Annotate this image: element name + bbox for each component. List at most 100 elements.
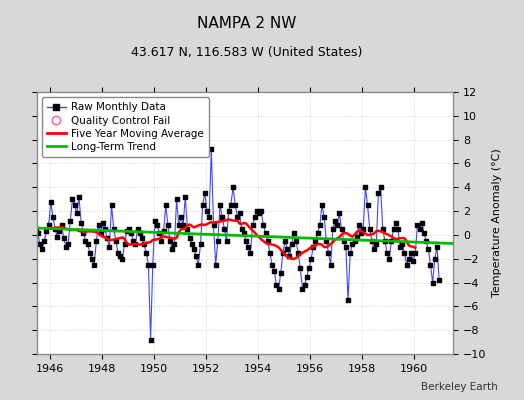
Point xyxy=(409,258,417,264)
Point xyxy=(94,222,103,228)
Point xyxy=(391,220,400,226)
Point xyxy=(378,226,387,232)
Point xyxy=(192,253,200,260)
Point xyxy=(27,235,36,242)
Point xyxy=(127,229,135,236)
Point xyxy=(313,229,322,236)
Point xyxy=(296,265,304,272)
Point xyxy=(62,244,70,250)
Legend: Raw Monthly Data, Quality Control Fail, Five Year Moving Average, Long-Term Tren: Raw Monthly Data, Quality Control Fail, … xyxy=(42,97,209,157)
Point xyxy=(244,244,253,250)
Point xyxy=(329,226,337,232)
Point xyxy=(394,226,402,232)
Point xyxy=(277,270,285,276)
Point xyxy=(257,208,266,214)
Point xyxy=(55,228,63,234)
Point xyxy=(270,268,278,274)
Point xyxy=(372,241,380,248)
Point xyxy=(353,234,361,240)
Point xyxy=(400,250,409,256)
Text: NAMPA 2 NW: NAMPA 2 NW xyxy=(196,16,296,31)
Point xyxy=(305,265,313,272)
Point xyxy=(326,262,335,268)
Point xyxy=(381,238,389,244)
Point xyxy=(190,246,198,252)
Point xyxy=(42,228,51,234)
Point xyxy=(70,202,79,208)
Point xyxy=(103,235,112,242)
Point xyxy=(88,256,96,262)
Point xyxy=(77,220,85,226)
Point xyxy=(142,250,150,256)
Point xyxy=(427,262,435,268)
Point xyxy=(155,229,163,236)
Point xyxy=(237,226,246,232)
Point xyxy=(47,198,55,205)
Point xyxy=(112,238,120,244)
Point xyxy=(149,262,157,268)
Point xyxy=(58,222,66,228)
Point xyxy=(92,238,101,244)
Point xyxy=(303,273,311,280)
Point xyxy=(311,238,320,244)
Point xyxy=(285,253,293,260)
Point xyxy=(309,244,318,250)
Point xyxy=(174,222,183,228)
Point xyxy=(199,202,207,208)
Point xyxy=(335,210,344,217)
Point xyxy=(110,226,118,232)
Point xyxy=(99,220,107,226)
Point xyxy=(359,226,367,232)
Point xyxy=(348,241,356,248)
Point xyxy=(239,229,248,236)
Point xyxy=(136,229,144,236)
Point xyxy=(413,222,422,228)
Point xyxy=(131,241,139,248)
Point xyxy=(402,262,411,268)
Point xyxy=(196,241,205,248)
Point xyxy=(29,238,38,244)
Point xyxy=(181,194,190,200)
Point xyxy=(31,226,40,232)
Point xyxy=(337,226,346,232)
Point xyxy=(172,196,181,202)
Point xyxy=(275,285,283,292)
Point xyxy=(157,238,166,244)
Point xyxy=(383,250,391,256)
Point xyxy=(85,250,94,256)
Point xyxy=(66,218,74,224)
Point xyxy=(320,214,329,220)
Point xyxy=(315,222,324,228)
Point xyxy=(125,226,133,232)
Point xyxy=(272,282,281,288)
Point xyxy=(68,196,77,202)
Point xyxy=(398,241,407,248)
Point xyxy=(324,250,333,256)
Point xyxy=(259,222,268,228)
Point xyxy=(123,228,131,234)
Point xyxy=(292,238,300,244)
Point xyxy=(351,238,359,244)
Y-axis label: Temperature Anomaly (°C): Temperature Anomaly (°C) xyxy=(492,149,502,297)
Point xyxy=(168,246,177,252)
Point xyxy=(281,238,289,244)
Point xyxy=(53,234,61,240)
Point xyxy=(49,214,57,220)
Point xyxy=(227,202,235,208)
Point xyxy=(177,214,185,220)
Point xyxy=(146,336,155,343)
Point xyxy=(216,202,224,208)
Point xyxy=(164,222,172,228)
Point xyxy=(283,246,291,252)
Point xyxy=(203,208,211,214)
Point xyxy=(411,250,420,256)
Point xyxy=(300,282,309,288)
Point xyxy=(23,218,31,224)
Point xyxy=(333,222,341,228)
Point xyxy=(34,229,42,236)
Point xyxy=(370,246,378,252)
Point xyxy=(90,262,99,268)
Point xyxy=(81,238,90,244)
Point xyxy=(279,250,287,256)
Point xyxy=(342,244,350,250)
